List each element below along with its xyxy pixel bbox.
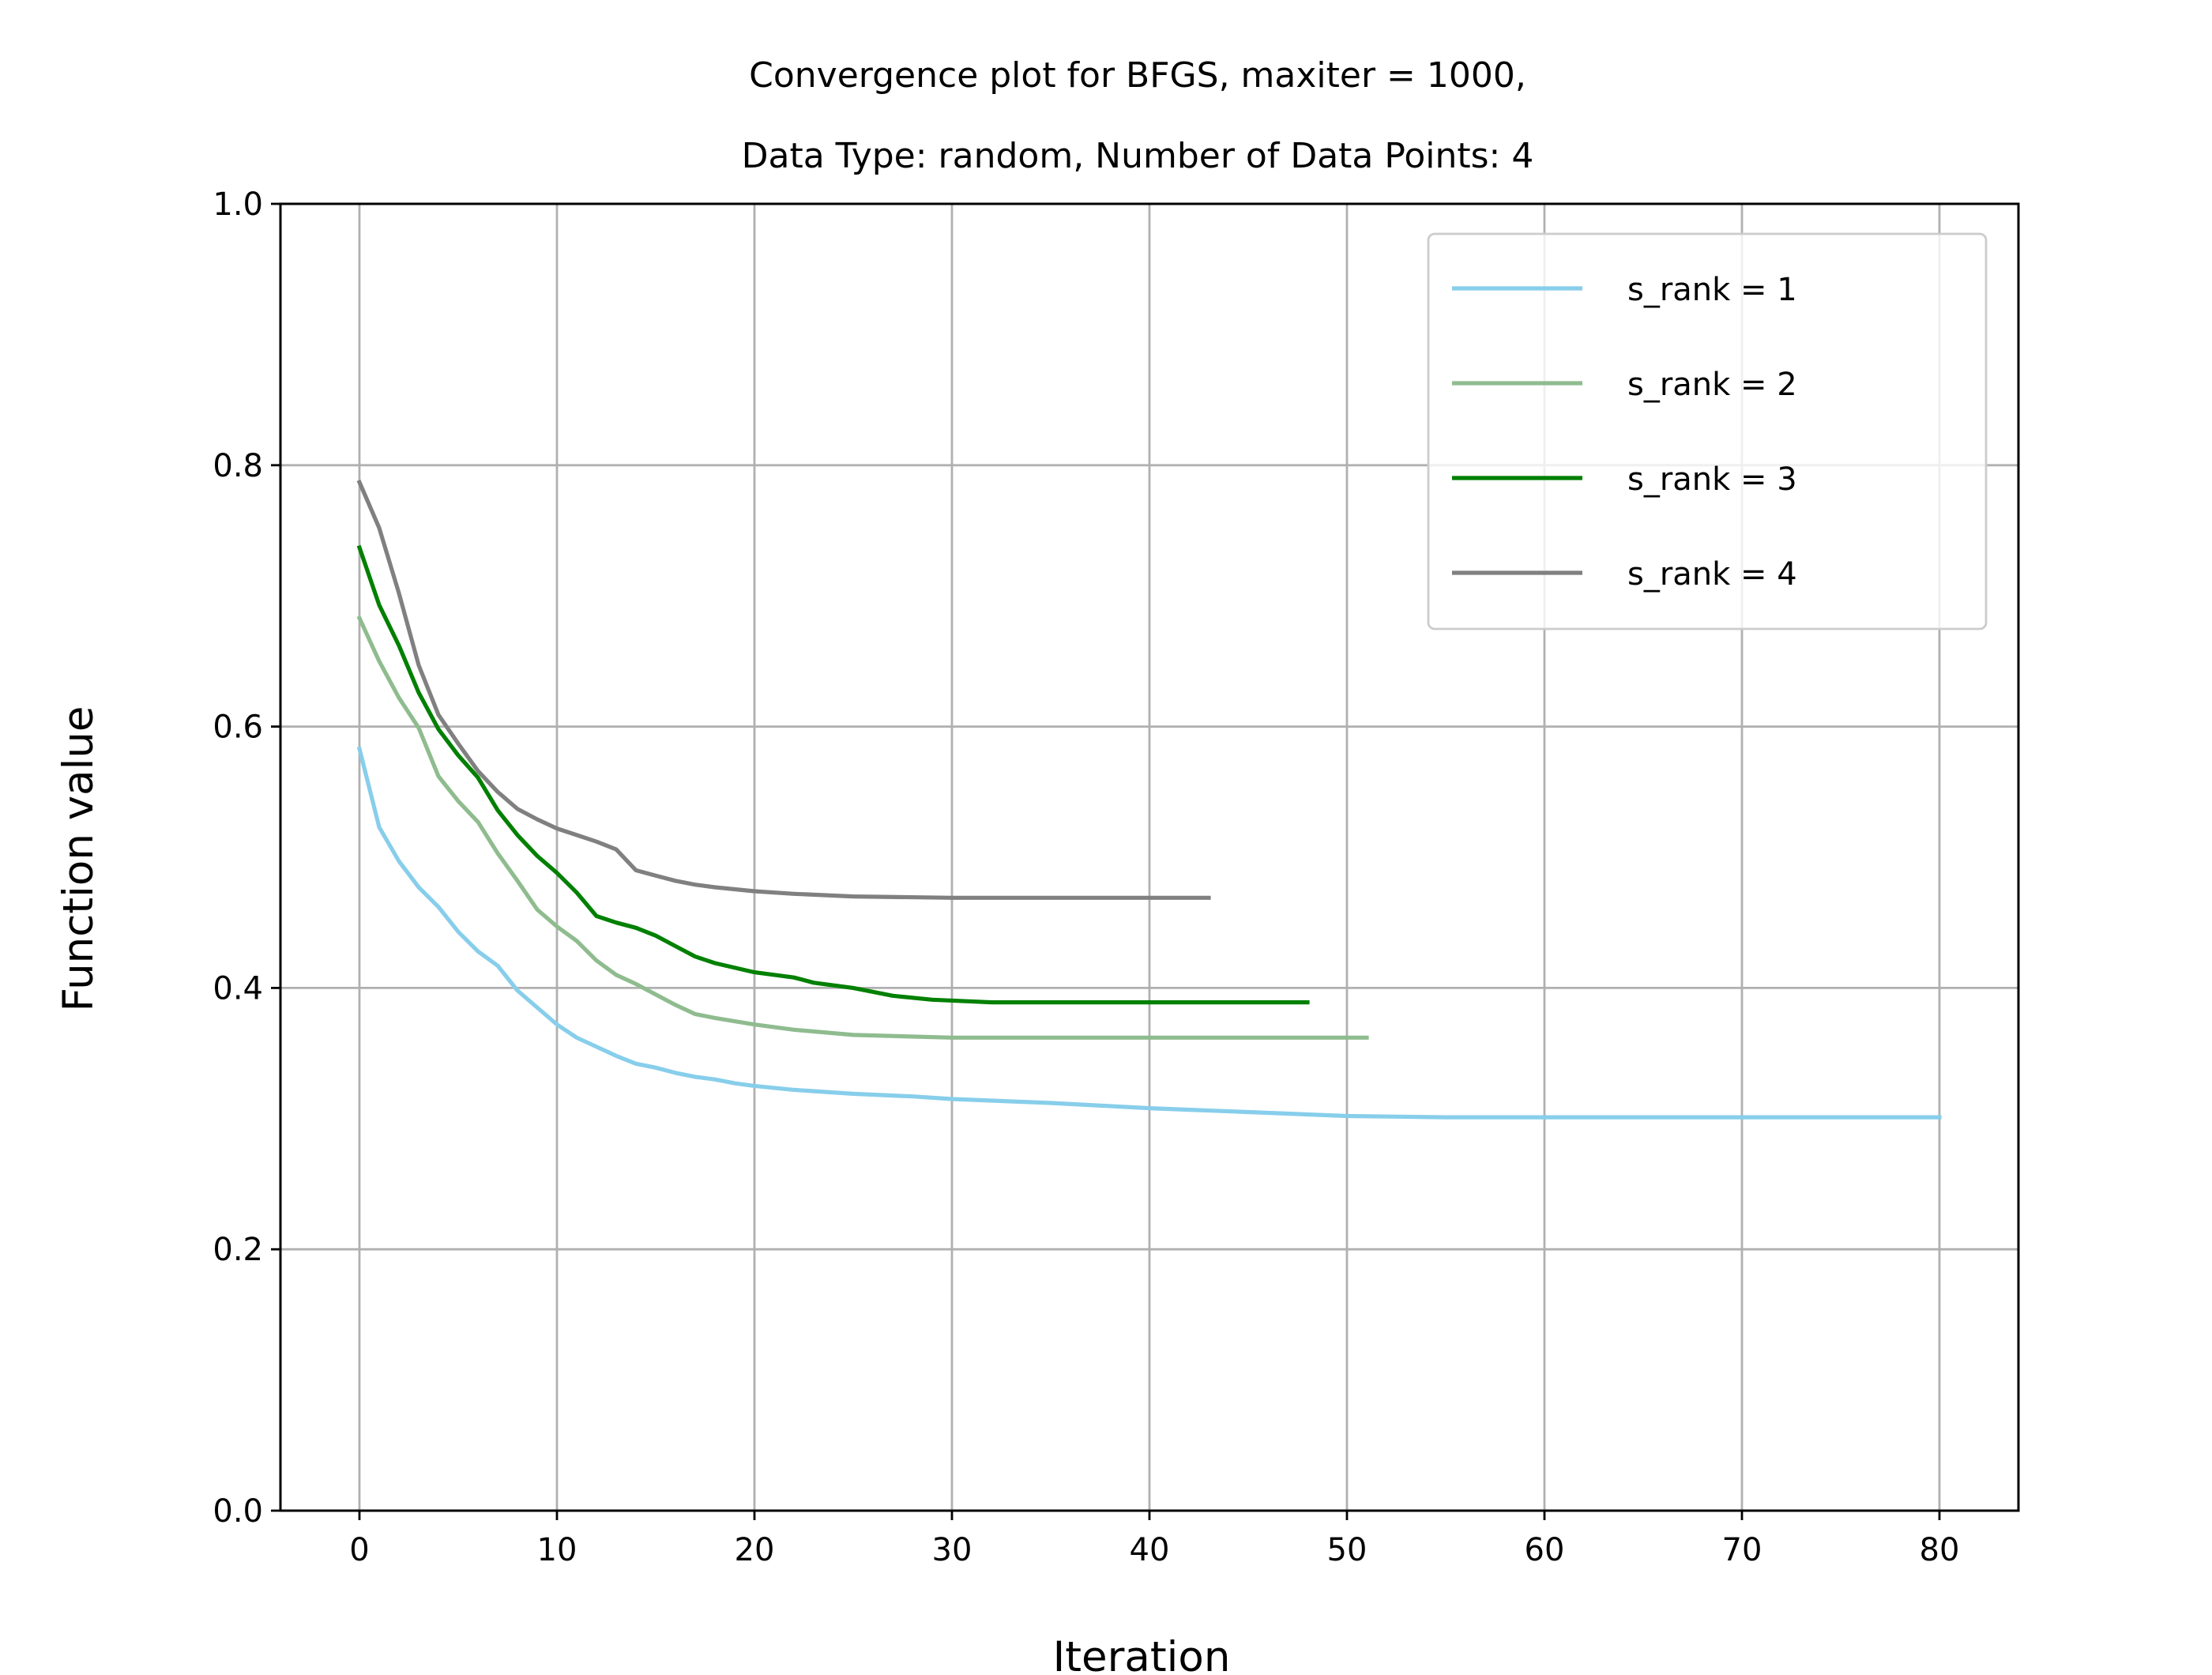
legend-item-s-rank-3: s_rank = 3 — [1452, 461, 1797, 498]
x-tick-label: 80 — [1920, 1532, 1960, 1568]
legend-label: s_rank = 1 — [1627, 272, 1797, 308]
series-line-s-rank-3 — [356, 544, 1310, 1005]
y-tick-label: 1.0 — [213, 186, 263, 223]
x-tick-label: 10 — [537, 1532, 577, 1568]
x-axis-label: Iteration — [1053, 1633, 1231, 1675]
x-tick-label: 70 — [1722, 1532, 1762, 1568]
plot-series — [356, 479, 1942, 1120]
legend-label: s_rank = 2 — [1627, 367, 1797, 403]
x-tick-label: 20 — [735, 1532, 775, 1568]
series-line-s-rank-2 — [356, 615, 1369, 1040]
axis-ticks: 0 10 20 30 40 50 60 70 80 0.0 0.2 0.4 0.6 0.8 1.0 — [213, 186, 1959, 1568]
x-tick-label: 0 — [349, 1532, 369, 1568]
y-tick-label: 0.2 — [213, 1232, 263, 1268]
x-tick-label: 50 — [1327, 1532, 1367, 1568]
legend-item-s-rank-2: s_rank = 2 — [1452, 367, 1797, 403]
x-tick-label: 60 — [1525, 1532, 1565, 1568]
y-tick-label: 0.0 — [213, 1493, 263, 1530]
y-tick-label: 0.6 — [213, 710, 263, 746]
legend-label: s_rank = 3 — [1627, 461, 1797, 498]
y-tick-label: 0.8 — [213, 448, 263, 484]
chart-title-line-2: Data Type: random, Number of Data Points… — [742, 136, 1534, 176]
series-line-s-rank-4 — [356, 479, 1211, 900]
legend: s_rank = 1 s_rank = 2 s_rank = 3 s_rank = 4 — [1427, 232, 1988, 630]
x-tick-label: 30 — [932, 1532, 972, 1568]
chart-title-line-1: Convergence plot for BFGS, maxiter = 100… — [749, 55, 1526, 96]
series-line-s-rank-1 — [356, 746, 1942, 1120]
legend-box — [1427, 232, 1988, 630]
legend-item-s-rank-4: s_rank = 4 — [1452, 556, 1797, 593]
legend-label: s_rank = 4 — [1627, 556, 1797, 593]
y-axis-label: Function value — [55, 706, 103, 1011]
y-tick-label: 0.4 — [213, 970, 263, 1007]
legend-item-s-rank-1: s_rank = 1 — [1452, 272, 1797, 308]
x-tick-label: 40 — [1130, 1532, 1170, 1568]
